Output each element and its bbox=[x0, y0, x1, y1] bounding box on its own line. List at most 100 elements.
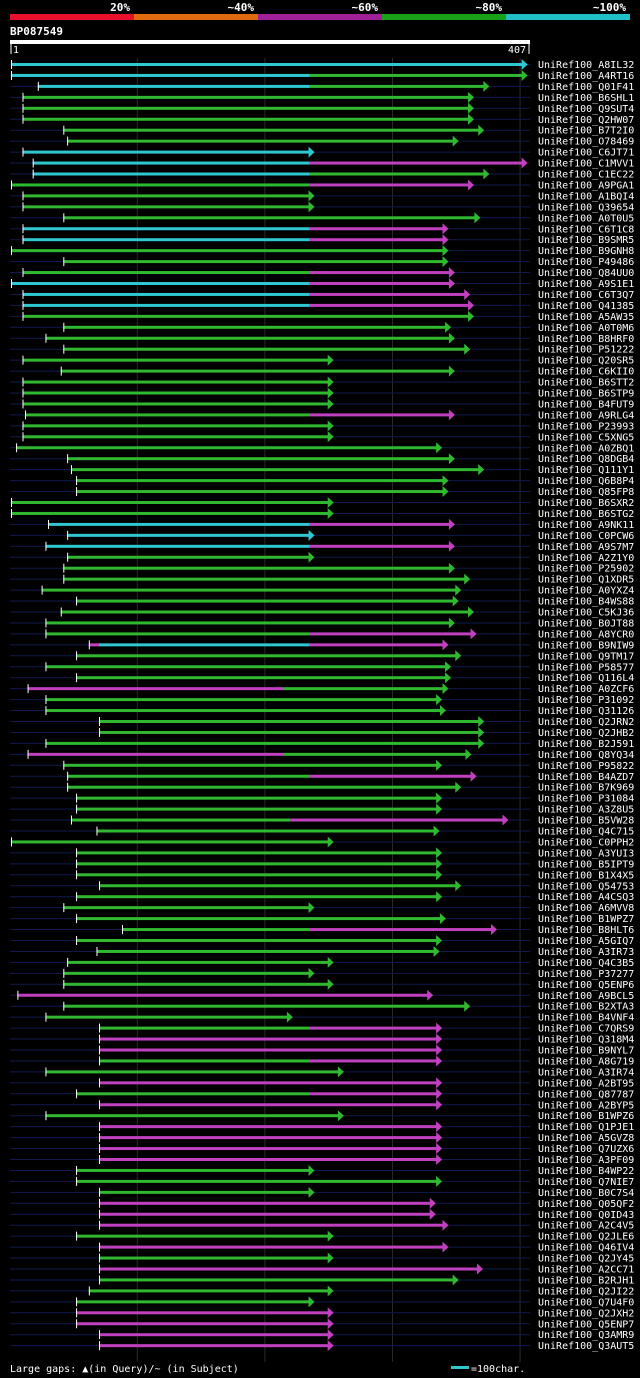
hit-label[interactable]: UniRef100_Q01F41 bbox=[538, 82, 634, 93]
hit-label[interactable]: UniRef100_Q46IV4 bbox=[538, 1243, 634, 1254]
hit-label[interactable]: UniRef100_A8G719 bbox=[538, 1056, 634, 1067]
hit-label[interactable]: UniRef100_A9PGA1 bbox=[538, 180, 634, 191]
hit-label[interactable]: UniRef100_Q7UZX6 bbox=[538, 1144, 634, 1155]
hit-label[interactable]: UniRef100_A3PF09 bbox=[538, 1155, 634, 1166]
hit-label[interactable]: UniRef100_C6KII0 bbox=[538, 367, 634, 378]
hit-label[interactable]: UniRef100_Q4C3B5 bbox=[538, 958, 634, 969]
hit-label[interactable]: UniRef100_A5AW35 bbox=[538, 312, 634, 323]
hit-label[interactable]: UniRef100_Q20SR5 bbox=[538, 356, 634, 367]
hit-label[interactable]: UniRef100_C7QRS9 bbox=[538, 1024, 634, 1035]
hit-label[interactable]: UniRef100_Q111Y1 bbox=[538, 465, 634, 476]
hit-label[interactable]: UniRef100_A5GVZ8 bbox=[538, 1133, 634, 1144]
hit-label[interactable]: UniRef100_B1X4X5 bbox=[538, 870, 634, 881]
hit-label[interactable]: UniRef100_B4VNF4 bbox=[538, 1013, 634, 1024]
hit-label[interactable]: UniRef100_A9S1E1 bbox=[538, 279, 634, 290]
hit-label[interactable]: UniRef100_Q85FP8 bbox=[538, 487, 634, 498]
hit-label[interactable]: UniRef100_B5VW28 bbox=[538, 816, 634, 827]
hit-label[interactable]: UniRef100_C6T1C8 bbox=[538, 224, 634, 235]
hit-label[interactable]: UniRef100_Q116L4 bbox=[538, 673, 634, 684]
hit-label[interactable]: UniRef100_B6STG2 bbox=[538, 509, 634, 520]
hit-label[interactable]: UniRef100_B7K969 bbox=[538, 783, 634, 794]
hit-label[interactable]: UniRef100_P95822 bbox=[538, 761, 634, 772]
hit-label[interactable]: UniRef100_A9BCL5 bbox=[538, 991, 634, 1002]
hit-label[interactable]: UniRef100_Q54753 bbox=[538, 881, 634, 892]
hit-label[interactable]: UniRef100_C5KJ36 bbox=[538, 608, 634, 619]
hit-label[interactable]: UniRef100_P23993 bbox=[538, 421, 634, 432]
hit-label[interactable]: UniRef100_Q9TM17 bbox=[538, 651, 634, 662]
hit-label[interactable]: UniRef100_Q5ENP7 bbox=[538, 1319, 634, 1330]
hit-label[interactable]: UniRef100_Q5ENP6 bbox=[538, 980, 634, 991]
hit-label[interactable]: UniRef100_Q9SUT4 bbox=[538, 104, 634, 115]
hit-label[interactable]: UniRef100_C1MVV1 bbox=[538, 159, 634, 170]
hit-label[interactable]: UniRef100_C6T3Q7 bbox=[538, 290, 634, 301]
hit-label[interactable]: UniRef100_A8YCR0 bbox=[538, 629, 634, 640]
hit-label[interactable]: UniRef100_A2BYP5 bbox=[538, 1100, 634, 1111]
hit-label[interactable]: UniRef100_A2C4V5 bbox=[538, 1221, 634, 1232]
hit-label[interactable]: UniRef100_B8HLT6 bbox=[538, 925, 634, 936]
hit-label[interactable]: UniRef100_A9RLG4 bbox=[538, 410, 634, 421]
hit-label[interactable]: UniRef100_Q87787 bbox=[538, 1089, 634, 1100]
hit-label[interactable]: UniRef100_B1WPZ6 bbox=[538, 1111, 634, 1122]
hit-label[interactable]: UniRef100_A0T0M6 bbox=[538, 323, 634, 334]
hit-label[interactable]: UniRef100_Q8YQ34 bbox=[538, 750, 634, 761]
hit-label[interactable]: UniRef100_Q39654 bbox=[538, 202, 634, 213]
hit-label[interactable]: UniRef100_A2Z1Y0 bbox=[538, 553, 634, 564]
hit-label[interactable]: UniRef100_Q1PJE1 bbox=[538, 1122, 634, 1133]
hit-label[interactable]: UniRef100_B2RJH1 bbox=[538, 1275, 634, 1286]
hit-label[interactable]: UniRef100_C6JT71 bbox=[538, 148, 634, 159]
hit-label[interactable]: UniRef100_B4WS88 bbox=[538, 597, 634, 608]
hit-label[interactable]: UniRef100_B5IPT9 bbox=[538, 859, 634, 870]
hit-label[interactable]: UniRef100_A5GIQ7 bbox=[538, 936, 634, 947]
hit-label[interactable]: UniRef100_Q0ID43 bbox=[538, 1210, 634, 1221]
hit-label[interactable]: UniRef100_B7T2I0 bbox=[538, 126, 634, 137]
hit-label[interactable]: UniRef100_B6STP9 bbox=[538, 389, 634, 400]
hit-label[interactable]: UniRef100_A3IR74 bbox=[538, 1067, 634, 1078]
hit-label[interactable]: UniRef100_A3YUI3 bbox=[538, 848, 634, 859]
hit-label[interactable]: UniRef100_A6MVV8 bbox=[538, 903, 634, 914]
hit-label[interactable]: UniRef100_B9GNH8 bbox=[538, 246, 634, 257]
hit-label[interactable]: UniRef100_B6SHL1 bbox=[538, 93, 634, 104]
hit-label[interactable]: UniRef100_A0T0U5 bbox=[538, 213, 634, 224]
hit-label[interactable]: UniRef100_B4AZD7 bbox=[538, 772, 634, 783]
hit-label[interactable]: UniRef100_P58577 bbox=[538, 662, 634, 673]
hit-label[interactable]: UniRef100_A0ZBQ1 bbox=[538, 443, 634, 454]
hit-label[interactable]: UniRef100_P31084 bbox=[538, 794, 634, 805]
hit-label[interactable]: UniRef100_A2CC71 bbox=[538, 1265, 634, 1276]
hit-label[interactable]: UniRef100_A9NK11 bbox=[538, 520, 634, 531]
hit-label[interactable]: UniRef100_A9S7M7 bbox=[538, 542, 634, 553]
hit-label[interactable]: UniRef100_Q2JLE6 bbox=[538, 1232, 634, 1243]
hit-label[interactable]: UniRef100_Q84UU0 bbox=[538, 268, 634, 279]
hit-label[interactable]: UniRef100_Q2JRN2 bbox=[538, 717, 634, 728]
hit-label[interactable]: UniRef100_B8HRF0 bbox=[538, 334, 634, 345]
hit-label[interactable]: UniRef100_B6SXR2 bbox=[538, 498, 634, 509]
hit-label[interactable]: UniRef100_Q7NIE7 bbox=[538, 1177, 634, 1188]
hit-label[interactable]: UniRef100_A2BT95 bbox=[538, 1078, 634, 1089]
hit-label[interactable]: UniRef100_A4CSQ3 bbox=[538, 892, 634, 903]
hit-label[interactable]: UniRef100_Q41385 bbox=[538, 301, 634, 312]
hit-label[interactable]: UniRef100_Q318M4 bbox=[538, 1035, 634, 1046]
hit-label[interactable]: UniRef100_B4FUT9 bbox=[538, 399, 634, 410]
hit-label[interactable]: UniRef100_B9SMR5 bbox=[538, 235, 634, 246]
hit-label[interactable]: UniRef100_Q2HW07 bbox=[538, 115, 634, 126]
hit-label[interactable]: UniRef100_Q2JHB2 bbox=[538, 728, 634, 739]
hit-label[interactable]: UniRef100_C5XNG5 bbox=[538, 432, 634, 443]
hit-label[interactable]: UniRef100_B2J591 bbox=[538, 739, 634, 750]
hit-label[interactable]: UniRef100_B1WPZ7 bbox=[538, 914, 634, 925]
hit-label[interactable]: UniRef100_A1BQI4 bbox=[538, 191, 634, 202]
hit-label[interactable]: UniRef100_B0C7S4 bbox=[538, 1188, 634, 1199]
hit-label[interactable]: UniRef100_B9NYL7 bbox=[538, 1046, 634, 1057]
hit-label[interactable]: UniRef100_Q05QF2 bbox=[538, 1199, 634, 1210]
hit-label[interactable]: UniRef100_Q2JY45 bbox=[538, 1254, 634, 1265]
hit-label[interactable]: UniRef100_Q7U4F0 bbox=[538, 1297, 634, 1308]
hit-label[interactable]: UniRef100_B6STT2 bbox=[538, 378, 634, 389]
hit-label[interactable]: UniRef100_Q4C715 bbox=[538, 827, 634, 838]
hit-label[interactable]: UniRef100_Q1XDR5 bbox=[538, 575, 634, 586]
hit-label[interactable]: UniRef100_C0PCW6 bbox=[538, 531, 634, 542]
hit-label[interactable]: UniRef100_B0JT88 bbox=[538, 618, 634, 629]
hit-label[interactable]: UniRef100_A3IR73 bbox=[538, 947, 634, 958]
hit-label[interactable]: UniRef100_C1EC22 bbox=[538, 170, 634, 181]
hit-label[interactable]: UniRef100_Q2JXH2 bbox=[538, 1308, 634, 1319]
hit-label[interactable]: UniRef100_A8IL32 bbox=[538, 60, 634, 71]
hit-label[interactable]: UniRef100_Q3AMR9 bbox=[538, 1330, 634, 1341]
hit-label[interactable]: UniRef100_A3Z8U5 bbox=[538, 805, 634, 816]
